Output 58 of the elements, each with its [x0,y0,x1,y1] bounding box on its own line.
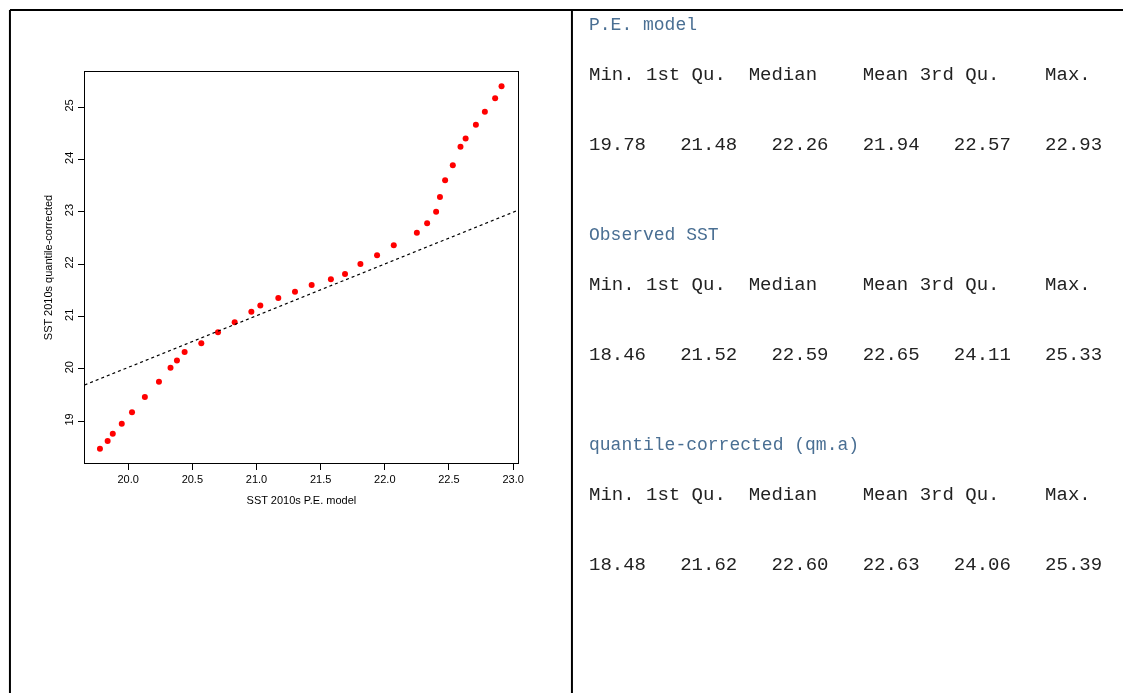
point [357,261,364,268]
x-tick-label: 20.0 [117,473,139,486]
text: quantile-corrected (qm.a) [589,435,860,455]
point [248,308,255,315]
x-axis-title: SST 2010s P.E. model [246,494,357,507]
point [308,282,315,289]
point [449,162,456,169]
point [424,220,431,227]
point [104,438,111,445]
point [457,143,464,150]
x-tick-label: 20.5 [181,473,204,486]
x-tick-label: 23.0 [502,473,524,486]
point [181,349,188,356]
y-tick-label: 19 [63,413,76,426]
point [442,177,449,184]
text: Min. 1st Qu. Median Mean 3rd Qu. Max. [589,64,1091,86]
point [390,242,397,249]
x-tick-label: 21.5 [309,473,332,486]
point [413,229,420,236]
point [374,252,381,259]
point [472,121,479,128]
point [342,271,349,278]
text: 18.46 21.52 22.59 22.65 24.11 25.33 [589,344,1103,366]
y-tick-label: 23 [63,203,76,217]
point [167,364,174,371]
point [198,340,205,347]
x-tick-label: 22.5 [438,473,460,486]
point [96,445,103,452]
point [109,430,116,437]
point [118,420,125,427]
text: Min. 1st Qu. Median Mean 3rd Qu. Max. [589,484,1091,506]
text: 18.48 21.62 22.60 22.63 24.06 25.39 [589,554,1103,576]
y-tick-label: 24 [63,151,76,164]
point [129,409,136,416]
point [141,394,148,401]
point [481,108,488,115]
point [433,208,440,215]
y-axis-title: SST 2010s quantile-corrected [41,194,54,341]
point [462,135,469,142]
point [275,295,282,302]
y-tick-label: 21 [63,308,76,321]
point [436,194,443,201]
text: 19.78 21.48 22.26 21.94 22.57 22.93 [589,134,1103,156]
point [291,288,298,295]
text: P.E. model [589,15,698,35]
point [327,276,334,283]
point [498,83,505,90]
text: Min. 1st Qu. Median Mean 3rd Qu. Max. [589,274,1091,296]
x-tick-label: 21.0 [245,473,268,486]
point [173,357,180,364]
y-tick-label: 22 [63,256,76,269]
point [257,302,264,309]
y-tick-label: 25 [63,99,76,112]
point [155,378,162,385]
point [492,95,499,102]
text: Observed SST [589,225,719,245]
y-tick-label: 20 [63,361,76,374]
x-tick-label: 22.0 [374,473,396,486]
